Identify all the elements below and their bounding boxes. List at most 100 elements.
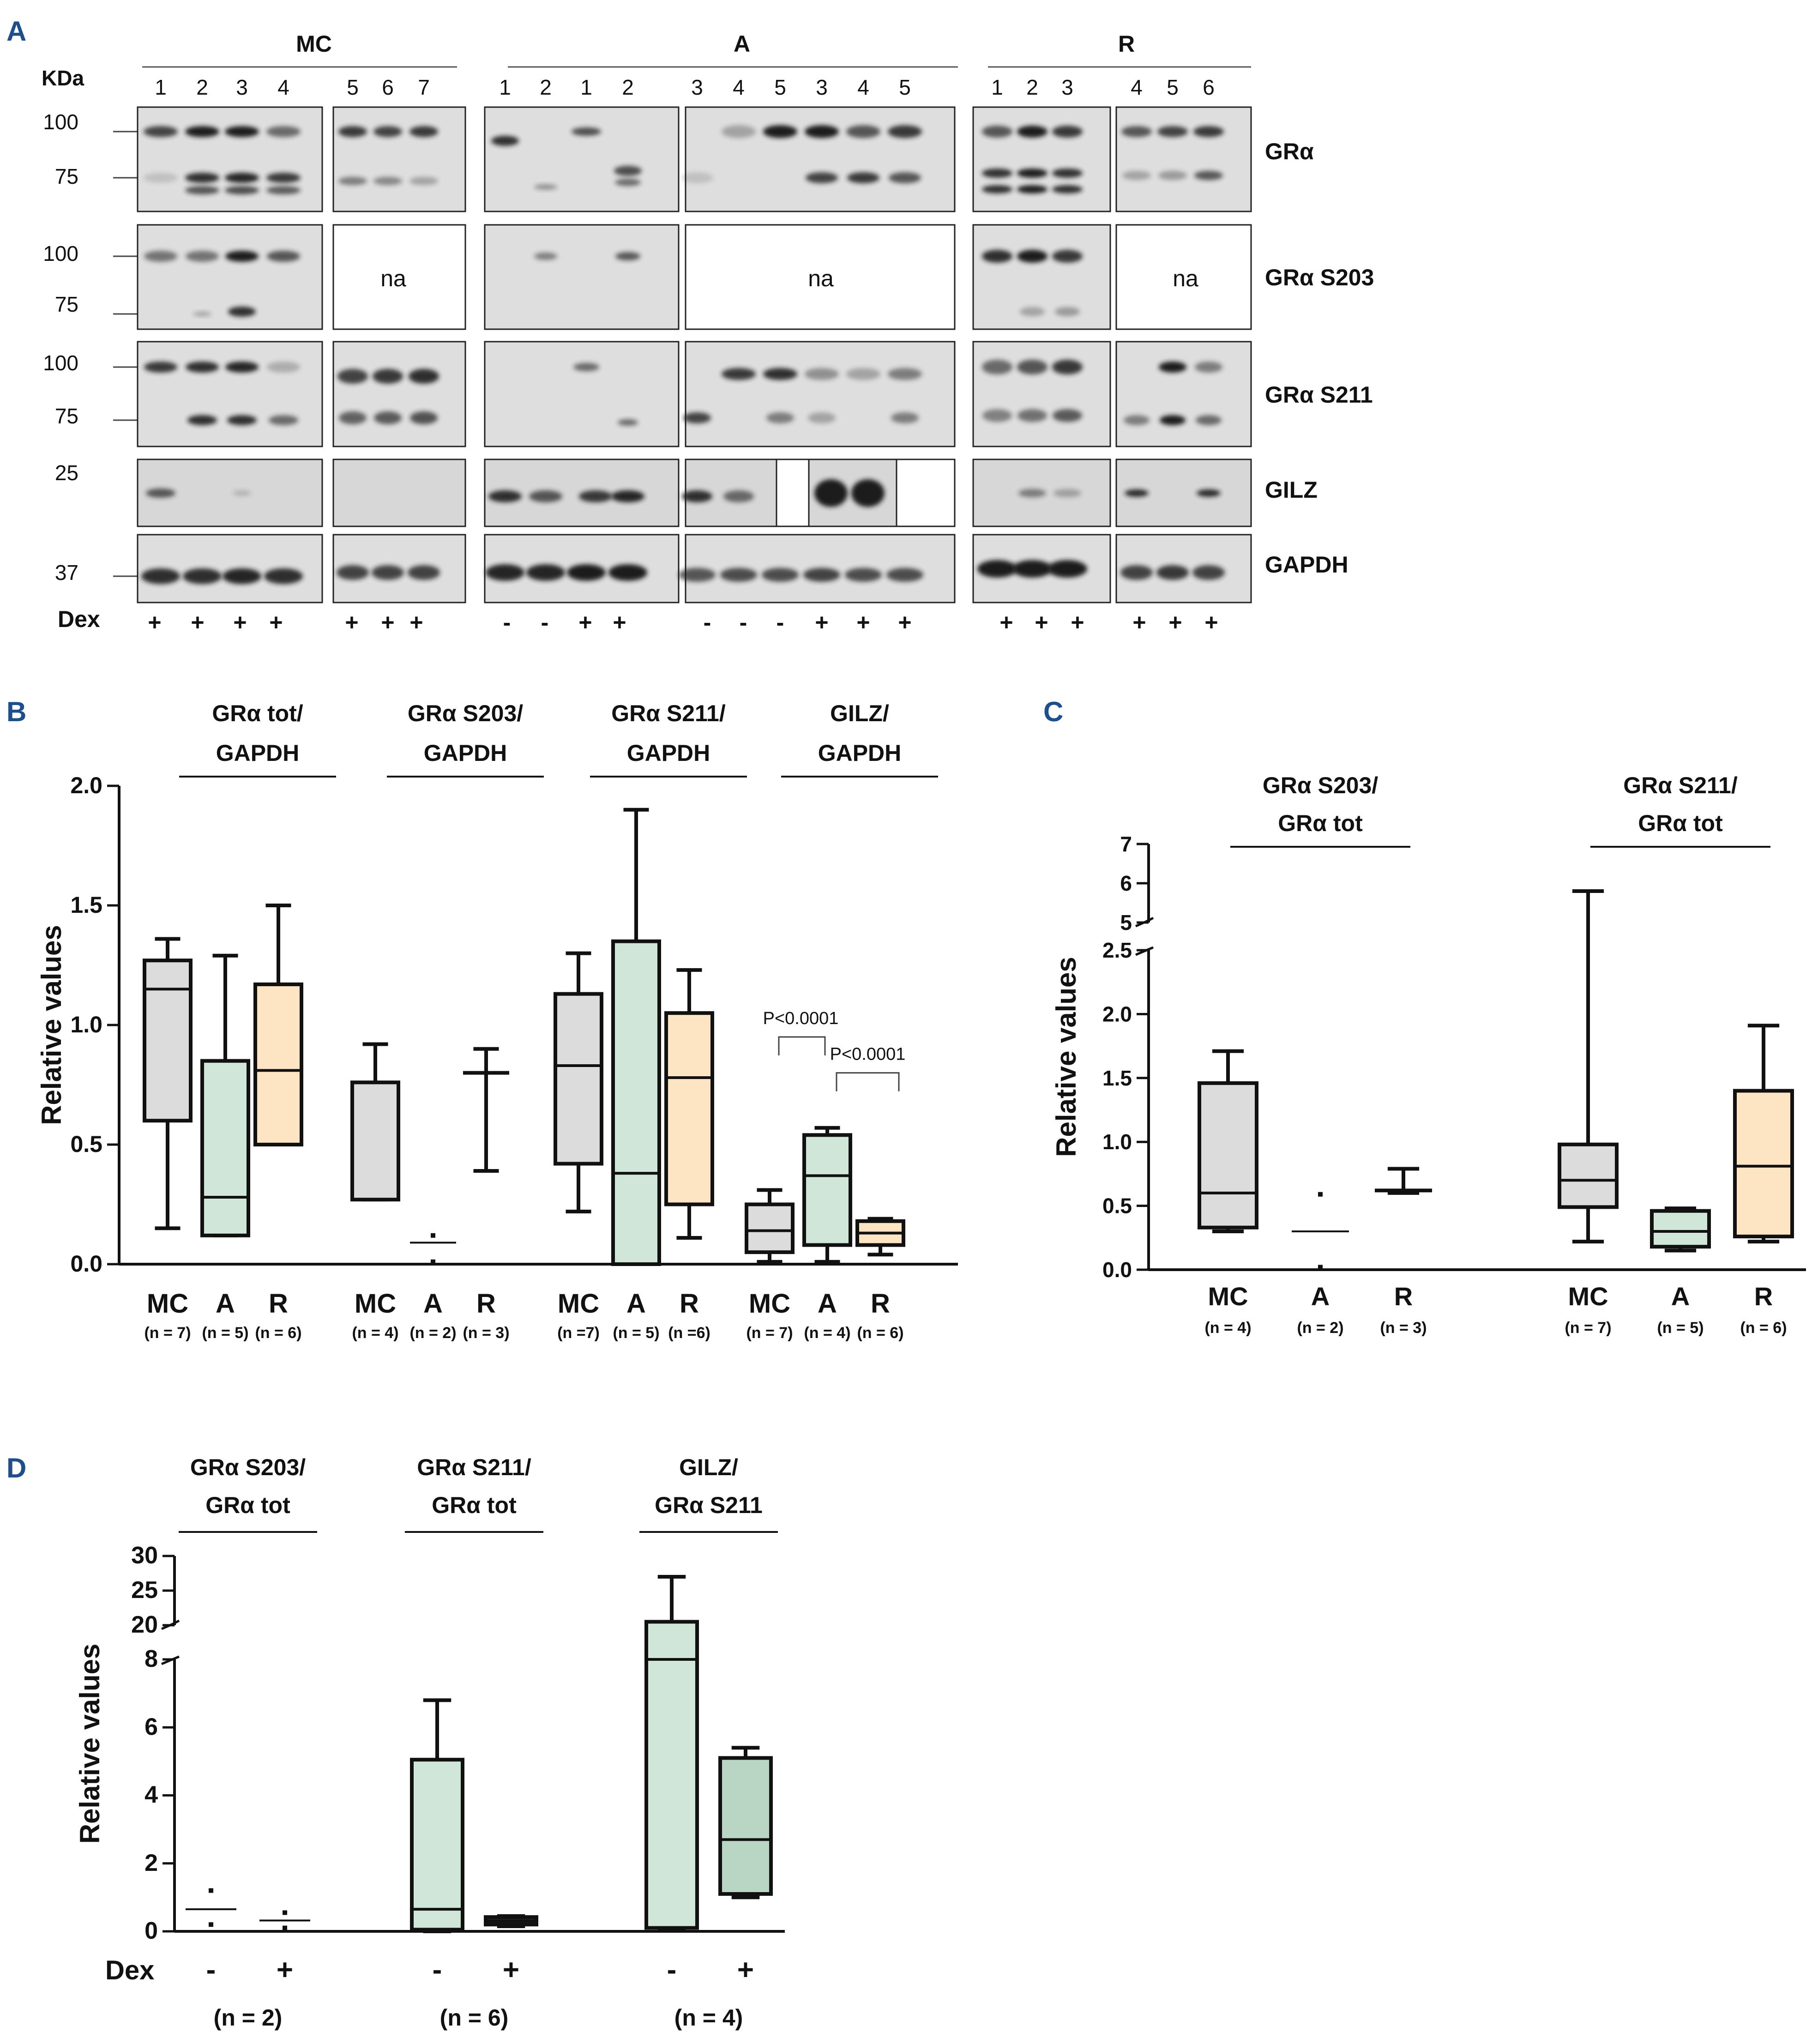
blot-band [982,360,1012,374]
box [1733,1089,1794,1239]
blot-band [185,186,219,194]
category-label: + [737,1954,754,1986]
lane-number: 1 [991,75,1003,99]
blot-band [187,415,217,425]
n-label: (n =6) [668,1324,710,1342]
box [1650,1209,1711,1249]
blot-strip [972,341,1111,447]
marker-75: 75 [55,292,78,316]
box [410,1758,464,1932]
blot-band [762,568,799,582]
blot-band [846,125,880,138]
y-tick-label: 6 [144,1713,158,1740]
blot-band [373,177,402,185]
blot-band [1156,565,1189,580]
dex-sign: + [815,609,828,635]
category-label: A [423,1289,443,1319]
n-label: (n = 6) [1740,1319,1787,1337]
y-tick-label: 1.0 [1102,1130,1132,1154]
y-tick-label: 2 [144,1850,158,1876]
marker-100: 100 [43,110,78,134]
group-title: GAPDH [818,740,902,766]
y-tick-label: 25 [131,1577,158,1604]
y-tick-label: 1.5 [1102,1066,1132,1090]
blot-band [845,568,882,582]
dex-sign: + [1132,609,1146,635]
western-blot-panel: KDa MC A R 1 2 3 4 5 6 7 1 2 1 2 3 4 5 3… [42,31,1374,635]
blot-band [225,362,259,373]
box [802,1133,852,1247]
group-title: GAPDH [627,740,710,766]
y-tick-label: 5 [1120,910,1132,935]
category-label: - [433,1954,442,1986]
blot-band [1122,171,1151,180]
lane-number: 1 [580,75,592,99]
blot-band [339,411,367,424]
row-label-gra-s211: GRα S211 [1265,382,1373,408]
lane-number: 4 [277,75,289,99]
box [745,1202,795,1254]
blot-band [1197,489,1221,497]
lane-number: 2 [1026,75,1038,99]
blot-band [1017,126,1047,138]
data-point [209,1922,213,1927]
blot-band [534,253,557,260]
blot-band [846,368,880,380]
group-title: GRα S211/ [417,1454,531,1480]
n-label: (n = 5) [202,1324,248,1342]
lane-number: 3 [691,75,703,99]
kda-label: KDa [42,66,84,90]
blot-band [977,560,1017,578]
blot-band [1159,362,1186,373]
blot-strip [685,106,956,212]
group-title: GRα tot [1278,810,1363,836]
blot-band [266,126,301,137]
blot-band [1120,565,1153,580]
n-label: (n = 3) [1380,1319,1427,1337]
category-label: - [667,1954,677,1986]
blot-band [225,173,259,183]
box [143,959,193,1123]
dex-sign: - [503,609,511,635]
blot-band [266,173,301,183]
blot-band [886,568,923,582]
blot-band [144,173,178,183]
blot-band [982,185,1012,193]
box [200,1059,250,1237]
group-title: GRα tot [432,1492,517,1518]
blot-band [982,169,1012,178]
dex-sign: + [999,609,1013,635]
blot-strip [332,224,466,330]
blot-strip [484,341,680,447]
n-label: (n = 4) [352,1324,398,1342]
blot-blank [776,458,810,527]
dex-sign: + [856,609,870,635]
data-point [1318,1192,1323,1197]
lane-number: 3 [816,75,828,99]
chart-c: Relative values 0.0 0.5 1.0 1.5 2.0 2.5 5 6 7 GRα … [1051,772,1806,1337]
n-label: (n = 2) [409,1324,456,1342]
category-label: R [680,1289,699,1319]
dex-sign: - [777,609,784,635]
marker-75: 75 [55,404,78,428]
blot-band [573,363,599,371]
lane-number: 4 [857,75,869,99]
blot-band [1193,126,1224,137]
category-label: MC [558,1289,599,1319]
group-title: GILZ/ [679,1454,738,1480]
n-label: (n = 4) [1204,1319,1251,1337]
dex-sign: + [148,609,161,635]
category-label: + [277,1954,293,1986]
group-header-mc: MC [296,31,332,57]
blot-band [1160,415,1186,425]
y-tick-label: 20 [131,1611,158,1638]
group-title: GRα tot [1638,810,1723,836]
group-title: GRα S203/ [190,1454,306,1480]
blot-band [618,419,638,426]
lane-number: 5 [899,75,911,99]
marker-37: 37 [55,561,78,585]
blot-band [264,568,303,584]
y-tick-label: 30 [131,1542,158,1569]
dex-sign: + [613,609,626,635]
